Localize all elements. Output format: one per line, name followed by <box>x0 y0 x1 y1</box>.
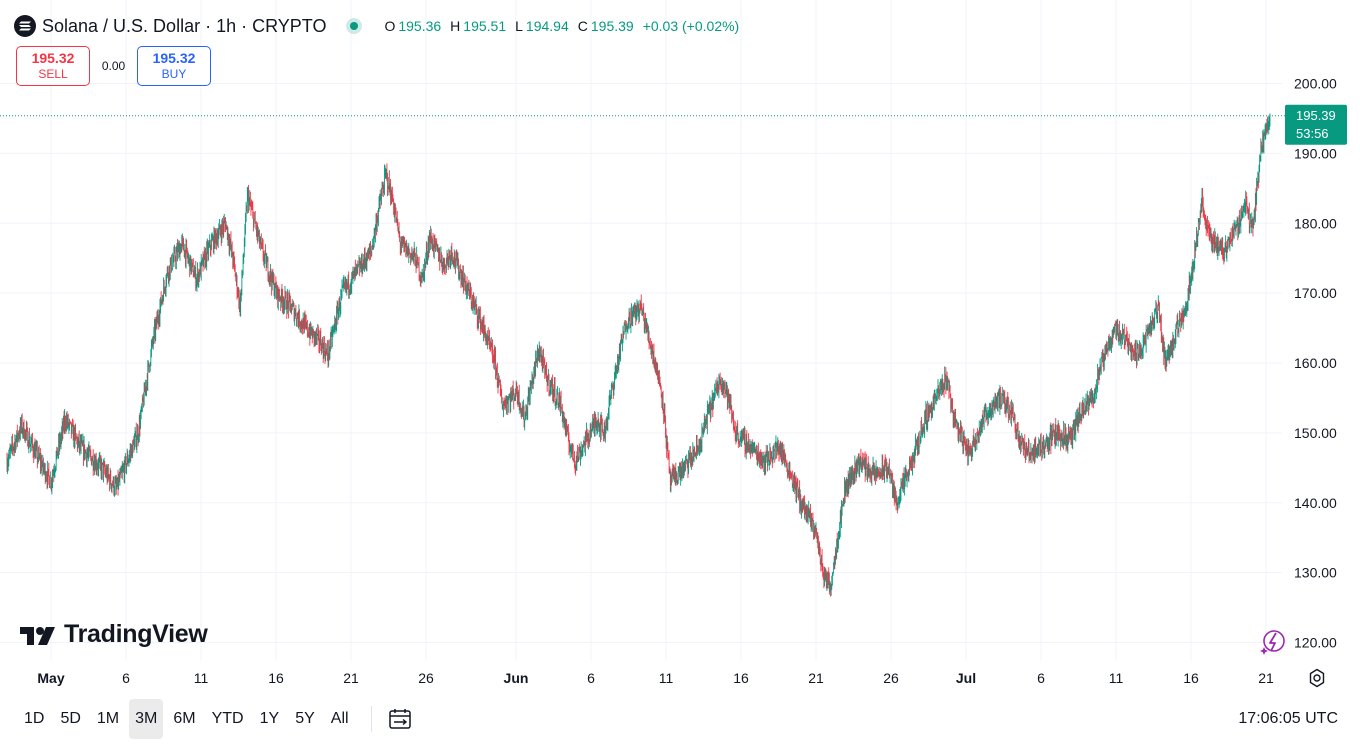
y-tick-label: 190.00 <box>1294 145 1337 161</box>
calendar-range-icon[interactable] <box>382 701 418 737</box>
y-tick-label: 170.00 <box>1294 285 1337 301</box>
x-tick-label: 6 <box>587 670 595 686</box>
time-axis[interactable]: May 6 11 16 21 26 Jun 6 11 16 21 26 Jul 6 11 16 21 <box>37 670 1274 686</box>
x-tick-label: 11 <box>1109 670 1124 686</box>
ohlc-change-value: +0.03 (+0.02%) <box>642 18 740 34</box>
y-tick-label: 140.00 <box>1294 495 1337 511</box>
ohlc-close-key: C <box>577 18 588 34</box>
ohlc-open-key: O <box>384 18 396 34</box>
ohlc-values: O 195.36 H 195.51 L 194.94 C 195.39 +0.03 (+… <box>384 18 745 34</box>
chart-grid <box>0 0 1282 660</box>
tradingview-watermark: TradingView <box>20 620 208 649</box>
timeframe-1m[interactable]: 1M <box>96 710 120 727</box>
timeframe-6m[interactable]: 6M <box>173 710 196 727</box>
x-tick-label: 26 <box>418 670 434 686</box>
x-tick-label: 26 <box>883 670 899 686</box>
sparkle-icon[interactable] <box>1258 629 1286 657</box>
toolbar-divider <box>370 706 372 732</box>
solana-logo-icon <box>14 15 36 37</box>
timeframe-5d[interactable]: 5D <box>60 710 81 727</box>
x-tick-label: 16 <box>733 670 749 686</box>
x-tick-label: Jul <box>956 670 976 686</box>
buy-price: 195.32 <box>152 50 196 66</box>
timeframe-5y[interactable]: 5Y <box>295 710 315 727</box>
price-axis[interactable]: 200.00 190.00 180.00 170.00 160.00 150.00 140.… <box>1294 76 1337 651</box>
x-tick-label: 6 <box>122 670 130 686</box>
x-tick-label: 21 <box>808 670 824 686</box>
watermark-text: TradingView <box>64 620 208 648</box>
buy-button[interactable]: 195.32 BUY <box>137 46 211 86</box>
bottom-toolbar: 1D 5D 1M 3M 6M YTD 1Y 5Y All 17:06:05 UTC <box>0 694 1360 744</box>
buy-label: BUY <box>161 67 187 81</box>
y-tick-label: 120.00 <box>1294 635 1337 651</box>
x-tick-label: 21 <box>1258 670 1274 686</box>
ohlc-close-value: 195.39 <box>590 18 634 34</box>
y-tick-label: 180.00 <box>1294 215 1337 231</box>
timeframe-ytd[interactable]: YTD <box>211 710 244 727</box>
x-tick-label: 16 <box>268 670 284 686</box>
timeframe-3m[interactable]: 3M <box>129 699 164 739</box>
ohlc-open-value: 195.36 <box>398 18 442 34</box>
last-price-label: 195.39 <box>1296 108 1336 123</box>
x-tick-label: May <box>37 670 64 686</box>
symbol-title[interactable]: Solana / U.S. Dollar · 1h · CRYPTO <box>42 15 327 36</box>
candlestick-series <box>6 113 1271 597</box>
sell-label: SELL <box>38 67 68 81</box>
x-tick-label: 21 <box>343 670 359 686</box>
x-tick-label: 6 <box>1037 670 1045 686</box>
ohlc-high-value: 195.51 <box>463 18 507 34</box>
gear-icon[interactable] <box>1303 664 1331 692</box>
live-status-icon <box>346 18 363 34</box>
y-tick-label: 130.00 <box>1294 565 1337 581</box>
utc-clock[interactable]: 17:06:05 UTC <box>1238 710 1338 727</box>
timeframe-all[interactable]: All <box>330 710 349 727</box>
last-price-tag: 195.39 53:56 <box>1285 104 1347 145</box>
sell-price: 195.32 <box>31 50 75 66</box>
ohlc-low-value: 194.94 <box>525 18 569 34</box>
y-tick-label: 150.00 <box>1294 425 1337 441</box>
tradingview-logo-icon <box>20 626 55 645</box>
spread-value: 0.00 <box>101 59 126 73</box>
x-tick-label: 16 <box>1183 670 1199 686</box>
ohlc-high-key: H <box>450 18 461 34</box>
bar-countdown-label: 53:56 <box>1296 126 1329 141</box>
timeframe-1y[interactable]: 1Y <box>259 710 280 727</box>
ohlc-low-key: L <box>515 18 523 34</box>
x-tick-label: 11 <box>194 670 209 686</box>
x-tick-label: 11 <box>659 670 674 686</box>
trade-panel: 195.32 SELL 0.00 195.32 BUY <box>16 46 211 86</box>
sell-button[interactable]: 195.32 SELL <box>16 46 90 86</box>
y-tick-label: 160.00 <box>1294 355 1337 371</box>
y-tick-label: 200.00 <box>1294 76 1337 92</box>
x-tick-label: Jun <box>504 670 529 686</box>
chart-header: Solana / U.S. Dollar · 1h · CRYPTO O 195.… <box>14 12 745 40</box>
timeframe-1d[interactable]: 1D <box>24 710 45 727</box>
timeframe-buttons: 1D 5D 1M 3M 6M YTD 1Y 5Y All <box>18 699 359 739</box>
